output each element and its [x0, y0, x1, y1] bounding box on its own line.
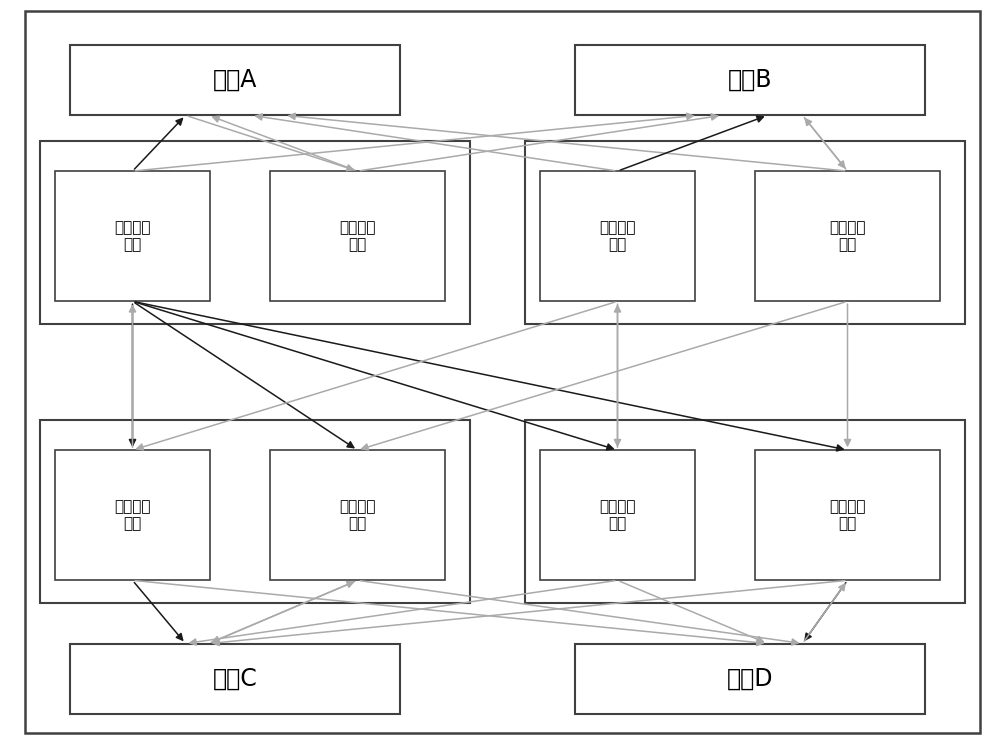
Text: 第四本地
队列: 第四本地 队列: [599, 499, 636, 531]
Bar: [55, 450, 210, 580]
Text: 第四远程
队列: 第四远程 队列: [829, 499, 866, 531]
Bar: [525, 420, 965, 603]
Bar: [55, 171, 210, 301]
Text: 应用D: 应用D: [727, 667, 773, 691]
Bar: [755, 171, 940, 301]
Bar: [270, 450, 445, 580]
Text: 第二本地
队列: 第二本地 队列: [114, 499, 151, 531]
Bar: [70, 644, 400, 714]
Text: 第二远程
队列: 第二远程 队列: [339, 499, 376, 531]
Bar: [755, 450, 940, 580]
Text: 第一远程
队列: 第一远程 队列: [339, 220, 376, 252]
Text: 应用C: 应用C: [213, 667, 257, 691]
Bar: [540, 450, 695, 580]
Bar: [575, 45, 925, 115]
Text: 应用A: 应用A: [213, 68, 257, 92]
Bar: [70, 45, 400, 115]
Bar: [525, 141, 965, 324]
Text: 第三本地
队列: 第三本地 队列: [599, 220, 636, 252]
Bar: [40, 420, 470, 603]
Bar: [575, 644, 925, 714]
Bar: [270, 171, 445, 301]
Bar: [40, 141, 470, 324]
Bar: [540, 171, 695, 301]
Text: 第三远程
队列: 第三远程 队列: [829, 220, 866, 252]
Text: 第一本地
队列: 第一本地 队列: [114, 220, 151, 252]
Text: 应用B: 应用B: [728, 68, 772, 92]
